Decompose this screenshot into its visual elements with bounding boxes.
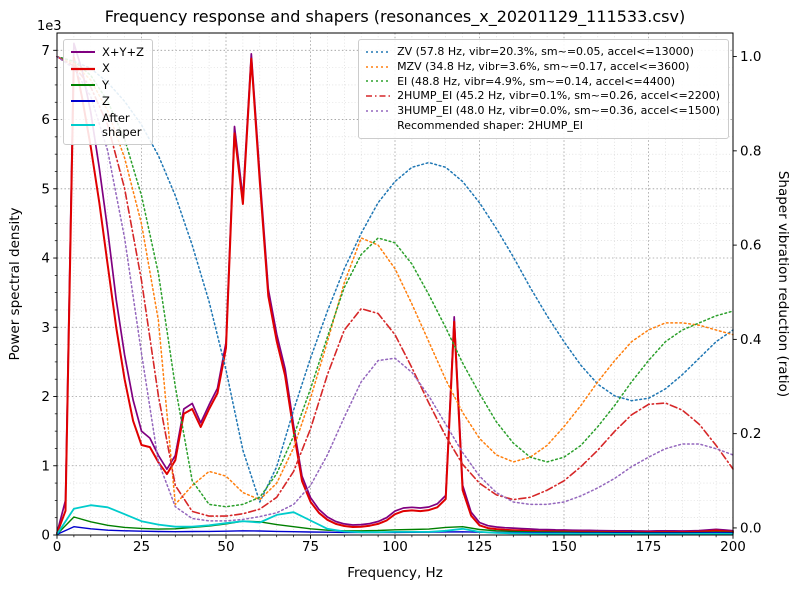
y-right-tick-label: 0.0 — [740, 520, 761, 536]
recommended-shaper-text: Recommended shaper: 2HUMP_EI — [397, 118, 584, 132]
x-tick-label: 25 — [133, 539, 150, 555]
y-axis-right-label: Shaper vibration reduction (ratio) — [775, 170, 791, 398]
legend-line-sample — [71, 100, 95, 103]
legend-item-label: MZV (34.8 Hz, vibr=3.6%, sm~=0.17, accel… — [397, 59, 690, 73]
legend-item-label: EI (48.8 Hz, vibr=4.9%, sm~=0.14, accel<… — [397, 74, 676, 88]
x-axis-label: Frequency, Hz — [347, 565, 443, 581]
y-left-tick-label: 0 — [41, 528, 50, 544]
legend-item-label: After shaper — [102, 110, 142, 139]
legend-spacer — [365, 125, 391, 126]
legend-shapers: ZV (57.8 Hz, vibr=20.3%, sm~=0.05, accel… — [358, 39, 729, 139]
legend-item-label: 3HUMP_EI (48.0 Hz, vibr=0.0%, sm~=0.36, … — [397, 104, 720, 117]
x-tick-label: 50 — [217, 539, 234, 555]
x-tick-label: 150 — [551, 539, 577, 555]
figure-title: Frequency response and shapers (resonanc… — [104, 7, 686, 26]
legend-line-sample — [71, 123, 95, 126]
legend-item: X+Y+Z — [70, 45, 144, 59]
y-left-tick-label: 4 — [41, 251, 50, 267]
legend-item-label: 2HUMP_EI (45.2 Hz, vibr=0.1%, sm~=0.26, … — [397, 89, 720, 103]
plot-border — [56, 32, 734, 536]
y-left-tick-label: 6 — [41, 112, 50, 128]
y-right-tick-label: 1.0 — [740, 49, 761, 65]
y-axis-offset-text: 1e3 — [37, 19, 62, 34]
legend-line-sample — [366, 80, 391, 83]
y-axis-left-label: Power spectral density — [7, 207, 23, 361]
curve-3HUMP_EI — [56, 55, 734, 522]
legend-item-label: X+Y+Z — [102, 45, 145, 59]
legend-line-sample — [366, 110, 391, 112]
legend-line-sample — [71, 67, 95, 70]
legend-item: Recommended shaper: 2HUMP_EI — [365, 119, 720, 133]
curve-EI — [56, 55, 734, 508]
y-right-tick-label: 0.6 — [740, 238, 761, 254]
legend-item: After shaper — [70, 111, 144, 140]
y-right-tick-label: 0.4 — [740, 332, 761, 348]
x-tick-label: 100 — [382, 539, 408, 555]
y-left-tick-label: 3 — [41, 320, 50, 336]
legend-item: 3HUMP_EI (48.0 Hz, vibr=0.0%, sm~=0.36, … — [365, 104, 720, 118]
legend-item-label: X — [102, 61, 110, 76]
y-left-tick-label: 2 — [41, 389, 50, 405]
legend-line-sample — [71, 83, 95, 86]
curve-ZV — [56, 55, 734, 503]
y-left-tick-label: 5 — [41, 181, 50, 197]
y-right-tick-label: 0.8 — [740, 143, 761, 159]
x-tick-label: 75 — [302, 539, 319, 555]
legend-item-label: ZV (57.8 Hz, vibr=20.3%, sm~=0.05, accel… — [397, 45, 694, 58]
x-tick-label: 125 — [467, 539, 493, 555]
y-right-tick-label: 0.2 — [740, 426, 761, 442]
curve-2HUMP_EI — [56, 55, 734, 517]
x-tick-label: 0 — [53, 539, 62, 555]
curve-After-shaper — [56, 504, 734, 536]
legend-psd: X+Y+Z X Y Z After shaper — [63, 39, 154, 146]
y-left-tick-label: 1 — [41, 458, 50, 474]
legend-item: 2HUMP_EI (45.2 Hz, vibr=0.1%, sm~=0.26, … — [365, 89, 720, 103]
curve-X+Y+Z — [56, 42, 734, 534]
legend-item: ZV (57.8 Hz, vibr=20.3%, sm~=0.05, accel… — [365, 45, 720, 59]
legend-line-sample — [71, 51, 95, 54]
legend-line-sample — [366, 95, 391, 97]
y-left-tick-label: 7 — [41, 43, 50, 59]
x-tick-label: 200 — [720, 539, 746, 555]
legend-item-label: Y — [102, 77, 110, 92]
x-tick-label: 175 — [636, 539, 662, 555]
curve-MZV — [56, 55, 734, 506]
legend-item: X — [70, 61, 144, 75]
legend-item: MZV (34.8 Hz, vibr=3.6%, sm~=0.17, accel… — [365, 60, 720, 74]
legend-line-sample — [366, 51, 391, 53]
legend-item: Z — [70, 94, 144, 108]
legend-item: EI (48.8 Hz, vibr=4.9%, sm~=0.14, accel<… — [365, 75, 720, 89]
legend-line-sample — [366, 65, 391, 68]
legend-item: Y — [70, 78, 144, 92]
legend-item-label: Z — [102, 94, 110, 109]
